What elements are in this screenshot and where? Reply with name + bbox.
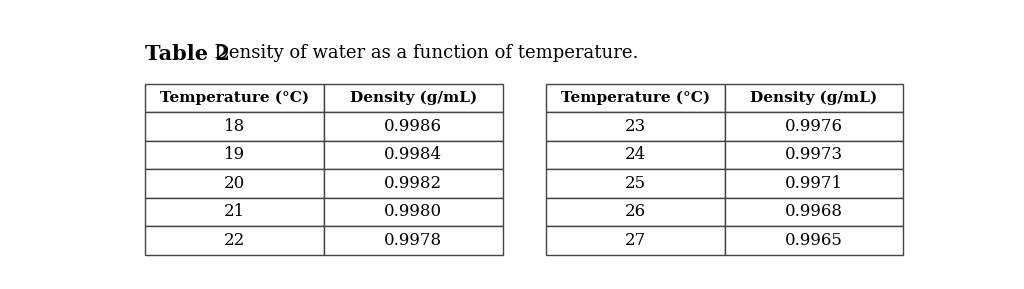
Text: 0.9978: 0.9978 [384, 232, 442, 249]
Text: 21: 21 [224, 203, 246, 220]
Bar [725, 198, 903, 226]
Text: 19: 19 [224, 146, 246, 163]
Bar [546, 169, 725, 198]
Text: 0.9982: 0.9982 [384, 175, 442, 192]
Bar [725, 169, 903, 198]
Text: 0.9976: 0.9976 [785, 118, 843, 135]
Bar [324, 169, 503, 198]
Bar [725, 112, 903, 141]
Bar [725, 84, 903, 112]
Text: 0.9986: 0.9986 [384, 118, 442, 135]
Text: 0.9965: 0.9965 [785, 232, 843, 249]
Text: 22: 22 [224, 232, 246, 249]
Bar [546, 84, 725, 112]
Text: 18: 18 [224, 118, 246, 135]
Text: 20: 20 [224, 175, 246, 192]
Text: Density (g/mL): Density (g/mL) [349, 91, 477, 105]
Text: Table 2: Table 2 [145, 44, 230, 64]
Text: Temperature (°C): Temperature (°C) [160, 91, 309, 105]
Text: 0.9971: 0.9971 [785, 175, 843, 192]
Text: 0.9984: 0.9984 [384, 146, 442, 163]
Bar [324, 141, 503, 169]
Bar [145, 112, 324, 141]
Text: 26: 26 [625, 203, 646, 220]
Bar [324, 84, 503, 112]
Text: 23: 23 [625, 118, 646, 135]
Bar [546, 226, 725, 255]
Bar [145, 141, 324, 169]
Bar [546, 141, 725, 169]
Bar [324, 112, 503, 141]
Text: Density of water as a function of temperature.: Density of water as a function of temper… [203, 44, 638, 62]
Text: 0.9968: 0.9968 [785, 203, 843, 220]
Text: Density (g/mL): Density (g/mL) [751, 91, 878, 105]
Bar [145, 198, 324, 226]
Bar [546, 112, 725, 141]
Text: 27: 27 [625, 232, 646, 249]
Text: Temperature (°C): Temperature (°C) [561, 91, 710, 105]
Bar [725, 141, 903, 169]
Bar [546, 198, 725, 226]
Bar [324, 198, 503, 226]
Text: 24: 24 [625, 146, 646, 163]
Text: 0.9980: 0.9980 [384, 203, 442, 220]
Bar [145, 169, 324, 198]
Bar [145, 84, 324, 112]
Bar [725, 226, 903, 255]
Text: 0.9973: 0.9973 [785, 146, 843, 163]
Bar [324, 226, 503, 255]
Text: 25: 25 [625, 175, 646, 192]
Bar [145, 226, 324, 255]
